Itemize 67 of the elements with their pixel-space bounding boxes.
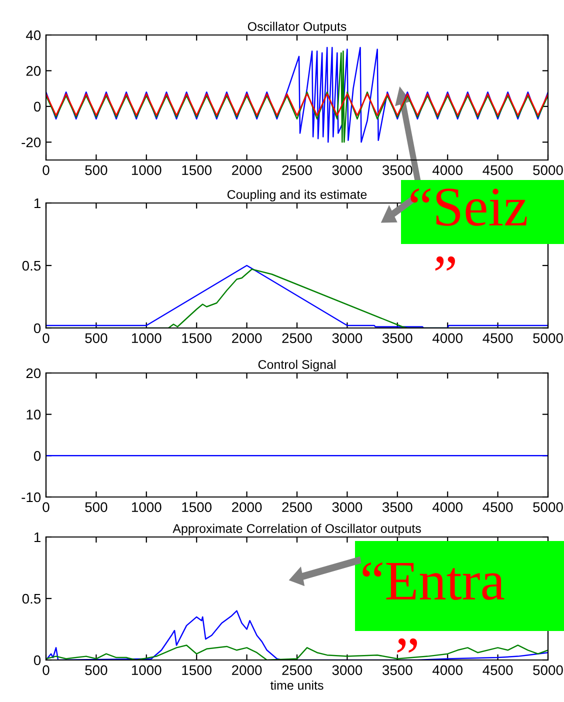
y-tick-label: 10: [26, 410, 41, 420]
y-tick-label: 0: [34, 102, 41, 112]
x-tick-label: 2000: [232, 502, 262, 512]
x-tick-label: 2500: [282, 665, 312, 676]
x-tick-label: 1500: [182, 502, 212, 512]
annotation: ”: [435, 256, 455, 271]
chart-title: Oscillator Outputs: [248, 22, 346, 34]
x-tick-label: 4000: [432, 665, 463, 676]
x-tick-label: 2000: [232, 665, 262, 676]
x-tick-label: 3500: [382, 165, 412, 176]
y-tick-label: 20: [26, 66, 41, 76]
x-tick-label: 4000: [432, 502, 463, 512]
x-tick-label: 2500: [282, 333, 312, 344]
x-tick-label: 2000: [232, 333, 262, 344]
annotation: “Seiz: [410, 188, 527, 226]
x-tick-label: 4500: [482, 165, 513, 176]
x-tick-label: 5000: [533, 165, 563, 176]
chart-title: Control Signal: [258, 360, 336, 372]
chart-title: Coupling and its estimate: [227, 190, 367, 202]
annotation: “Entra: [362, 562, 504, 600]
x-tick-label: 3000: [332, 165, 362, 176]
x-tick-label: 4500: [482, 665, 513, 676]
y-tick-label: -20: [22, 137, 41, 148]
x-tick-label: 2000: [232, 165, 262, 176]
x-tick-label: 1000: [132, 165, 162, 176]
x-tick-label: 3500: [382, 333, 412, 344]
x-tick-label: 500: [85, 165, 108, 176]
y-tick-label: 0: [34, 323, 41, 334]
x-tick-label: 500: [85, 665, 108, 676]
x-tick-label: 4500: [482, 333, 513, 344]
x-tick-label: 4000: [432, 333, 463, 344]
x-tick-label: 3500: [382, 665, 412, 676]
x-tick-label: 1000: [132, 502, 162, 512]
x-tick-label: 500: [85, 333, 108, 344]
x-tick-label: 1500: [182, 333, 212, 344]
chart-title: Approximate Correlation of Oscillator outputs: [172, 524, 421, 536]
x-tick-label: 4500: [482, 502, 513, 512]
x-tick-label: 5000: [533, 502, 563, 512]
x-tick-label: 1500: [182, 165, 212, 176]
x-tick-label: 4000: [432, 165, 463, 176]
x-tick-label: 3500: [382, 502, 412, 512]
y-tick-label: 0: [34, 655, 41, 666]
x-tick-label: 0: [42, 665, 50, 676]
y-tick-label: 40: [26, 30, 41, 40]
x-tick-label: 5000: [533, 333, 563, 344]
x-tick-label: 3000: [332, 665, 362, 676]
y-tick-label: -10: [22, 492, 41, 502]
x-tick-label: 5000: [533, 665, 563, 676]
x-tick-label: 0: [42, 165, 50, 176]
x-tick-label: 1000: [132, 665, 162, 676]
y-tick-label: 0.5: [22, 594, 41, 604]
x-tick-label: 2500: [282, 502, 312, 512]
y-tick-label: 1: [34, 198, 40, 208]
x-tick-label: 1000: [132, 333, 162, 344]
annotation: ”: [397, 638, 417, 653]
y-tick-label: 0.5: [22, 260, 41, 271]
y-tick-label: 1: [34, 532, 40, 542]
x-tick-label: 2500: [282, 165, 312, 176]
x-tick-label: 3000: [332, 502, 362, 512]
x-tick-label: 3000: [332, 333, 362, 344]
x-tick-label: 1500: [182, 665, 212, 676]
x-tick-label: 0: [42, 502, 50, 512]
x-tick-label: 0: [42, 333, 50, 344]
y-tick-label: 20: [26, 368, 41, 378]
y-tick-label: 0: [34, 451, 41, 461]
x-axis-title: time units: [270, 680, 324, 690]
x-tick-label: 500: [85, 502, 108, 512]
